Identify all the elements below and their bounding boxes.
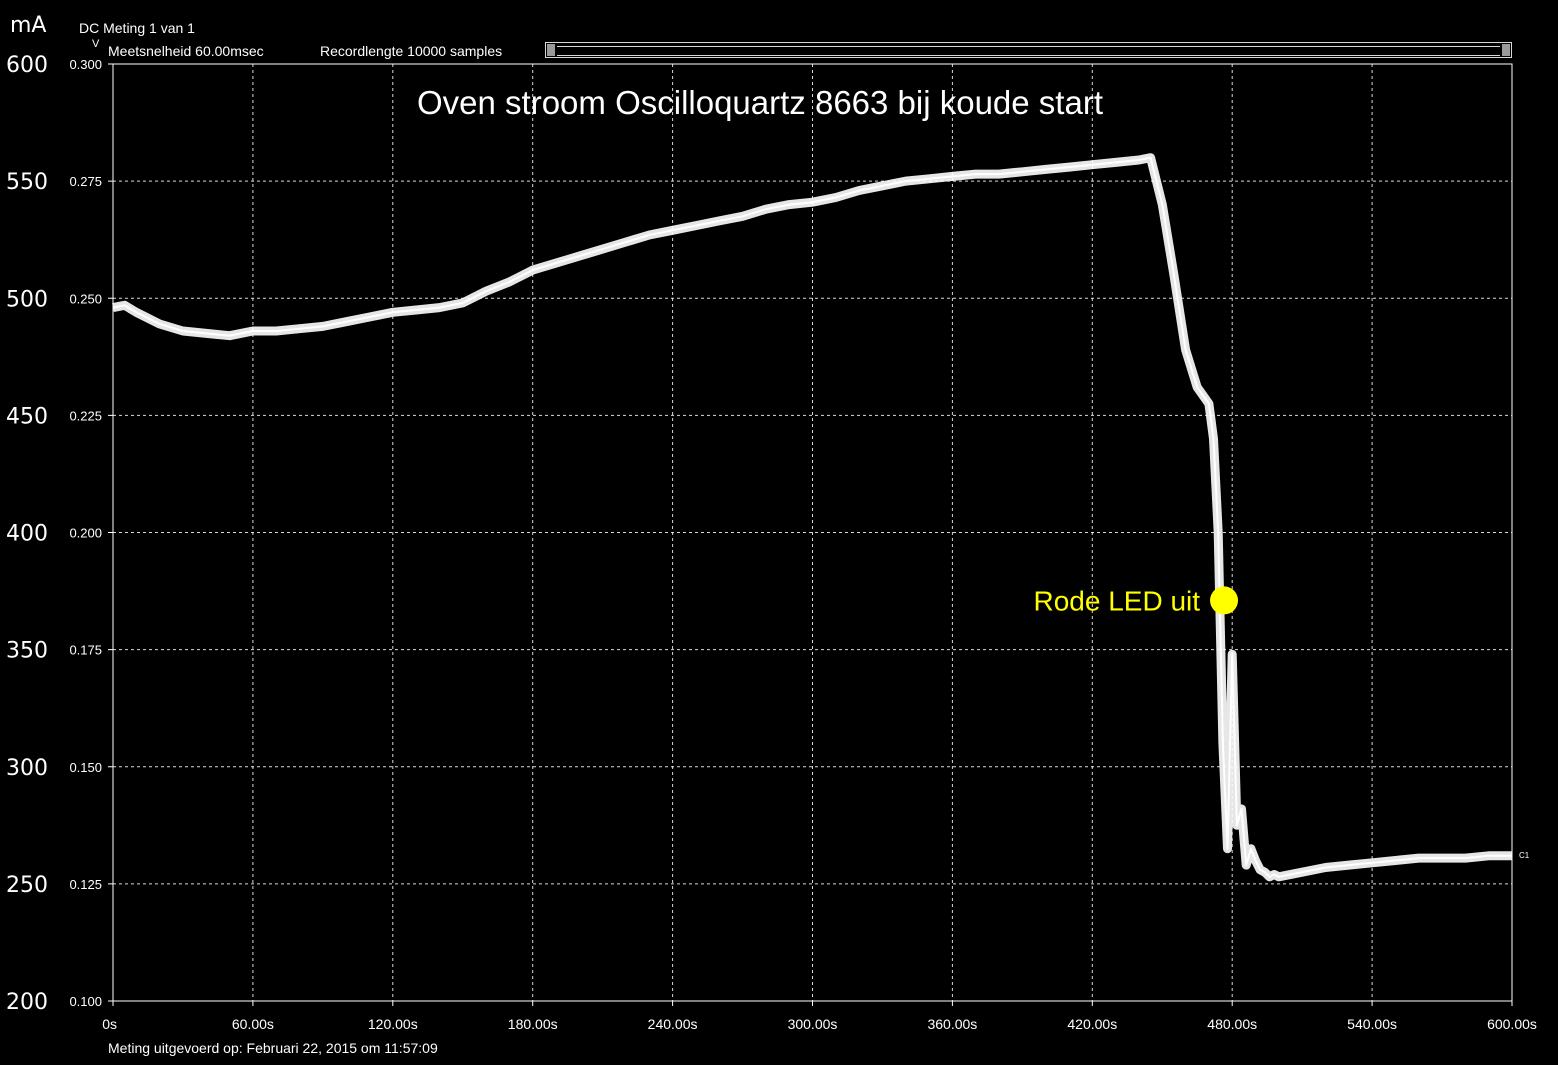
x-tick-label: 300.00s bbox=[788, 1016, 838, 1032]
channel-marker: C1 bbox=[1519, 851, 1530, 860]
y-tick-label-v: 0.125 bbox=[69, 877, 102, 892]
y-tick-label-v: 0.275 bbox=[69, 174, 102, 189]
scrollbar-right-handle[interactable] bbox=[1502, 44, 1510, 56]
y-tick-label-ma: 450 bbox=[6, 404, 48, 429]
x-tick-label: 480.00s bbox=[1207, 1016, 1257, 1032]
annotations: Rode LED uit bbox=[1033, 585, 1239, 616]
grid bbox=[113, 64, 1512, 1001]
y-tick-label-ma: 250 bbox=[6, 873, 48, 898]
y-tick-label-v: 0.300 bbox=[69, 57, 102, 72]
y-tick-label-ma: 600 bbox=[6, 53, 48, 78]
trace bbox=[112, 153, 1512, 882]
sample-rate-label: Meetsnelheid 60.00msec bbox=[108, 43, 264, 59]
x-tick-label: 240.00s bbox=[648, 1016, 698, 1032]
x-tick-label: 180.00s bbox=[508, 1016, 558, 1032]
x-tick-label: 420.00s bbox=[1067, 1016, 1117, 1032]
y-tick-label-ma: 400 bbox=[6, 522, 48, 547]
record-length-label: Recordlengte 10000 samples bbox=[320, 43, 503, 59]
axis-ticks: 0s 60.00s 120.00s 180.00s 240.00s 300.00s 360.… bbox=[6, 53, 1537, 1032]
annotation-marker bbox=[1210, 586, 1239, 615]
x-tick-label: 540.00s bbox=[1347, 1016, 1397, 1032]
footer-timestamp: Meting uitgevoerd op: Februari 22, 2015 … bbox=[108, 1040, 438, 1056]
scrollbar-track[interactable] bbox=[557, 46, 1500, 56]
v-unit-label: V bbox=[92, 38, 100, 50]
x-tick-label: 120.00s bbox=[368, 1016, 418, 1032]
chart-title: Oven stroom Oscilloquartz 8663 bij koude… bbox=[417, 84, 1103, 121]
y-tick-label-ma: 500 bbox=[6, 287, 48, 312]
x-tick-label: 60.00s bbox=[232, 1016, 274, 1032]
y-tick-label-ma: 350 bbox=[6, 639, 48, 664]
ma-unit-label: mA bbox=[10, 13, 47, 38]
annotation-label: Rode LED uit bbox=[1033, 585, 1200, 616]
y-tick-label-v: 0.175 bbox=[69, 643, 102, 658]
x-tick-label: 600.00s bbox=[1487, 1016, 1537, 1032]
measurement-title: DC Meting 1 van 1 bbox=[79, 20, 195, 36]
y-tick-label-v: 0.150 bbox=[69, 760, 102, 775]
y-tick-label-ma: 550 bbox=[6, 170, 48, 195]
y-tick-label-ma: 300 bbox=[6, 756, 48, 781]
trace-line bbox=[112, 156, 1512, 878]
y-tick-label-v: 0.200 bbox=[69, 526, 102, 541]
x-tick-label: 360.00s bbox=[927, 1016, 977, 1032]
y-tick-label-v: 0.100 bbox=[69, 994, 102, 1009]
y-tick-label-v: 0.225 bbox=[69, 408, 102, 423]
y-tick-label-ma: 200 bbox=[6, 990, 48, 1015]
scrollbar-left-handle[interactable] bbox=[547, 44, 555, 56]
record-scrollbar[interactable] bbox=[545, 42, 1512, 58]
y-tick-label-v: 0.250 bbox=[69, 291, 102, 306]
x-tick-label: 0s bbox=[102, 1016, 117, 1032]
